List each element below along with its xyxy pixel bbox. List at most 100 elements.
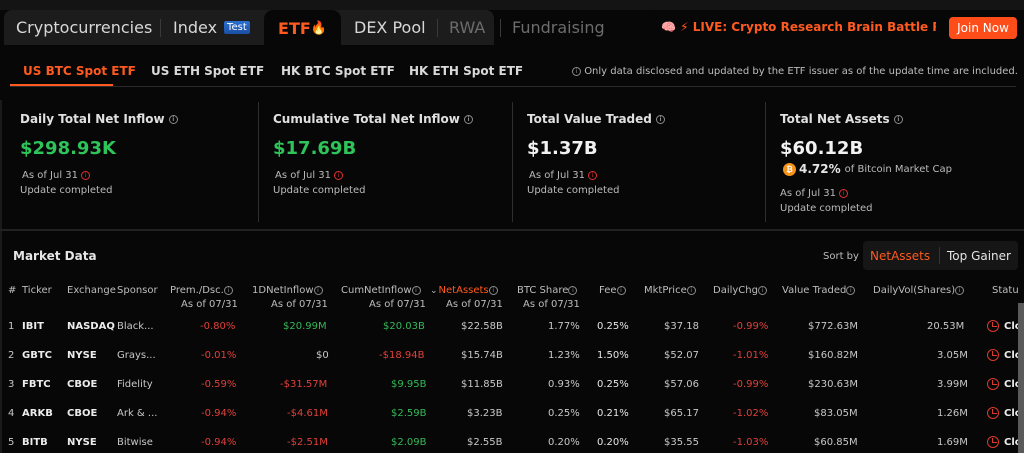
card-divider: [765, 102, 766, 222]
cum-net-inflow: $2.59B: [391, 408, 427, 419]
alert-info-icon[interactable]: i: [334, 170, 344, 180]
info-icon: i: [686, 285, 696, 295]
clock-icon: [987, 436, 999, 448]
exchange: CBOE: [67, 408, 98, 419]
col-header-fee[interactable]: Fee i: [599, 285, 626, 296]
col-header-rank: #: [8, 285, 17, 296]
info-icon: i: [488, 285, 498, 295]
col-header-daily-chg[interactable]: DailyChg i: [713, 285, 767, 296]
sort-option-netassets[interactable]: NetAssets: [870, 249, 931, 263]
rank: 3: [8, 379, 15, 390]
join-now-button[interactable]: Join Now: [949, 17, 1017, 39]
ticker[interactable]: ARKB: [22, 408, 53, 419]
ticker[interactable]: IBIT: [22, 321, 44, 332]
stat-title: Cumulative Total Net Inflow: [273, 112, 460, 126]
left-border: [0, 100, 2, 453]
col-header-1d-net-inflow[interactable]: 1DNetInflow i: [252, 285, 323, 296]
col-header-net-assets[interactable]: ⌄NetAssets i: [430, 285, 498, 296]
col-label: 1DNetInflow: [252, 285, 314, 296]
net-inflow-1d: -$31.57M: [280, 379, 328, 390]
daily-vol: 20.53M: [927, 321, 965, 332]
col-header-value-traded[interactable]: Value Traded i: [782, 285, 856, 296]
daily-chg: -1.01%: [733, 350, 769, 361]
card-divider: [258, 102, 259, 222]
market-data-title: Market Data: [13, 249, 97, 263]
net-assets: $15.74B: [461, 350, 503, 361]
mkt-price: $35.55: [664, 437, 699, 448]
fee: 0.20%: [597, 437, 629, 448]
ticker[interactable]: BITB: [22, 437, 48, 448]
col-header-daily-vol[interactable]: DailyVol(Shares) i: [873, 285, 965, 296]
btc-share: 0.20%: [548, 437, 580, 448]
as-of-date: As of Jul 31: [529, 170, 586, 181]
info-icon: i: [313, 285, 323, 295]
sponsor: Black...: [117, 321, 154, 332]
col-header-exchange[interactable]: Exchange: [67, 285, 116, 296]
info-icon[interactable]: i: [656, 115, 666, 124]
test-badge: Test: [224, 21, 250, 34]
net-assets: $3.23B: [467, 408, 503, 419]
sort-option-top-gainer[interactable]: Top Gainer: [947, 249, 1011, 263]
table-row[interactable]: 1 IBIT NASDAQ Black... -0.80% $20.99M $2…: [0, 313, 1022, 342]
tab-divider: [160, 19, 161, 37]
info-icon[interactable]: i: [893, 115, 903, 124]
alert-info-icon[interactable]: i: [588, 170, 598, 180]
prem-dsc: -0.94%: [201, 408, 237, 419]
ticker[interactable]: FBTC: [22, 379, 51, 390]
prem-dsc: -0.94%: [201, 437, 237, 448]
col-header-btc-share[interactable]: BTC Share i: [517, 285, 578, 296]
subtab-us-btc-spot-etf[interactable]: US BTC Spot ETF: [23, 64, 136, 78]
subtab-divider: [10, 86, 1016, 87]
table-row[interactable]: 3 FBTC CBOE Fidelity -0.59% -$31.57M $9.…: [0, 371, 1022, 400]
col-header-prem-dsc[interactable]: Prem./Dsc. i: [170, 285, 233, 296]
alert-info-icon[interactable]: i: [81, 170, 91, 180]
tab-label: RWA: [449, 18, 486, 37]
cum-net-inflow: -$18.94B: [379, 350, 425, 361]
tab-fundraising[interactable]: Fundraising: [512, 10, 605, 45]
btc-market-cap-share: ₿ 4.72% of Bitcoin Market Cap: [783, 162, 952, 176]
subtab-us-eth-spot-etf[interactable]: US ETH Spot ETF: [151, 64, 265, 78]
clock-icon: [987, 320, 999, 332]
col-header-ticker[interactable]: Ticker: [22, 285, 52, 296]
stat-title: Daily Total Net Inflow: [20, 112, 165, 126]
fee: 0.25%: [597, 379, 629, 390]
col-header-mkt-price[interactable]: MktPrice i: [644, 285, 696, 296]
status: Clo: [1004, 379, 1022, 390]
table-row[interactable]: 5 BITB NYSE Bitwise -0.94% -$2.51M $2.09…: [0, 429, 1022, 453]
fee: 0.21%: [597, 408, 629, 419]
active-subtab-indicator: [10, 84, 113, 86]
info-icon: i: [572, 66, 581, 76]
value-traded: $160.82M: [808, 350, 858, 361]
ticker[interactable]: GBTC: [22, 350, 52, 361]
col-label: NetAssets: [438, 285, 489, 296]
stat-value: $1.37B: [527, 138, 598, 159]
table-row[interactable]: 2 GBTC NYSE Grays... -0.01% $0 -$18.94B …: [0, 342, 1022, 371]
alert-info-icon[interactable]: i: [839, 188, 849, 198]
stat-title: Total Value Traded: [527, 112, 652, 126]
subtab-hk-btc-spot-etf[interactable]: HK BTC Spot ETF: [281, 64, 395, 78]
daily-chg: -0.99%: [733, 321, 769, 332]
daily-vol: 1.69M: [937, 437, 968, 448]
table-row[interactable]: 4 ARKB CBOE Ark & ... -0.94% -$4.61M $2.…: [0, 400, 1022, 429]
tab-cryptocurrencies[interactable]: Cryptocurrencies: [16, 10, 152, 45]
info-icon[interactable]: i: [168, 115, 178, 124]
bitcoin-icon: ₿: [783, 162, 796, 176]
prem-dsc: -0.59%: [201, 379, 237, 390]
tab-dex-pool[interactable]: DEX Pool: [354, 10, 426, 45]
tab-etf[interactable]: ETF 🔥: [264, 10, 341, 46]
btc-share-value: 4.72%: [799, 162, 841, 176]
info-icon[interactable]: i: [464, 115, 474, 124]
tab-rwa[interactable]: RWA: [449, 10, 485, 45]
col-header-cum-net-inflow[interactable]: CumNetInflow i: [341, 285, 421, 296]
tab-index[interactable]: Index Test: [173, 10, 250, 45]
subtab-hk-eth-spot-etf[interactable]: HK ETH Spot ETF: [409, 64, 524, 78]
as-of-date: As of Jul 31: [275, 170, 332, 181]
live-banner-link[interactable]: 🧠 ⚡ LIVE: Crypto Research Brain Battle R…: [661, 20, 936, 34]
daily-vol: 3.05M: [937, 350, 968, 361]
exchange: NYSE: [67, 437, 97, 448]
net-assets: $22.58B: [461, 321, 503, 332]
value-traded: $60.85M: [814, 437, 858, 448]
col-header-sponsor[interactable]: Sponsor: [117, 285, 158, 296]
vertical-scrollbar[interactable]: [1018, 303, 1024, 453]
info-icon: i: [411, 285, 421, 295]
